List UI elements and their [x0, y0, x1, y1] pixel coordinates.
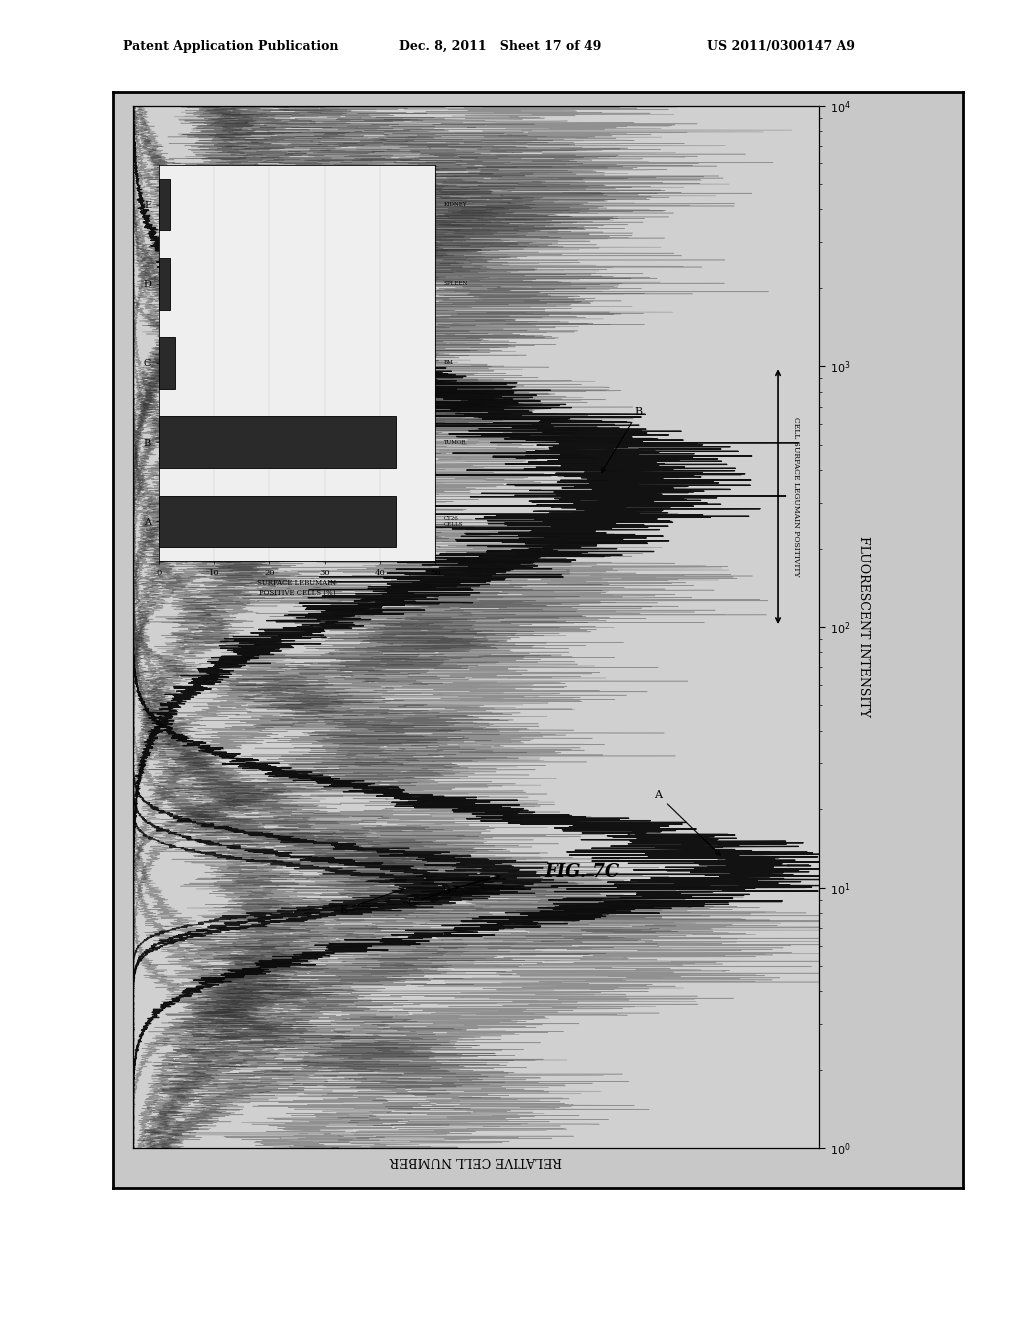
Text: E: E [339, 888, 403, 915]
Bar [159, 337, 175, 388]
Text: Dec. 8, 2011   Sheet 17 of 49: Dec. 8, 2011 Sheet 17 of 49 [399, 40, 602, 53]
Text: CELL SURFACE LEGUMAIN POSITIVITY: CELL SURFACE LEGUMAIN POSITIVITY [792, 417, 800, 577]
X-axis label: SURFACE LEBUMAIN
POSITIVE CELLS (%): SURFACE LEBUMAIN POSITIVE CELLS (%) [257, 579, 337, 597]
Text: CT26
CELLS: CT26 CELLS [443, 516, 463, 527]
Text: C: C [408, 886, 459, 908]
Bar [159, 178, 170, 230]
Text: SPLEEN: SPLEEN [443, 281, 468, 286]
Text: A: A [654, 791, 720, 855]
Text: FIG. 7C: FIG. 7C [545, 863, 620, 880]
Text: TUMOR: TUMOR [443, 440, 466, 445]
Y-axis label: FLUORESCENT INTENSITY: FLUORESCENT INTENSITY [857, 536, 869, 718]
Bar [159, 496, 396, 548]
Text: B: B [602, 407, 642, 473]
Text: US 2011/0300147 A9: US 2011/0300147 A9 [707, 40, 855, 53]
Text: KIDNEY: KIDNEY [443, 202, 467, 207]
Text: D: D [442, 875, 500, 895]
Bar [159, 417, 396, 469]
X-axis label: RELATIVE CELL NUMBER: RELATIVE CELL NUMBER [390, 1154, 562, 1167]
Text: Patent Application Publication: Patent Application Publication [123, 40, 338, 53]
Text: BM: BM [443, 360, 454, 366]
Bar [159, 259, 170, 309]
